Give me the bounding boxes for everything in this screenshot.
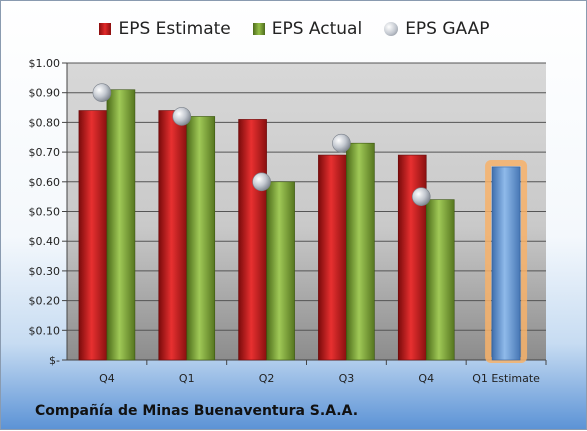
legend-label-estimate: EPS Estimate <box>118 19 231 39</box>
point-eps-gaap <box>92 83 112 102</box>
legend-swatch-actual <box>252 23 265 35</box>
bar-next-estimate <box>491 166 521 361</box>
y-tick-label: $0.40 <box>29 235 61 248</box>
x-tick-label: Q3 <box>339 372 355 385</box>
y-tick-label: $0.80 <box>29 116 61 129</box>
bar-eps-actual <box>346 142 375 361</box>
bar-eps-actual <box>186 116 216 361</box>
x-tick-label: Q4 <box>99 372 115 385</box>
y-tick-label: $0.90 <box>29 87 61 100</box>
bar-eps-estimate <box>318 154 347 361</box>
point-eps-gaap <box>172 107 192 126</box>
x-tick-label: Q1 <box>179 372 195 385</box>
point-eps-gaap <box>252 172 271 192</box>
bar-eps-actual <box>425 199 455 361</box>
y-tick-label: $0.20 <box>29 295 61 308</box>
y-tick-label: $0.50 <box>29 206 61 219</box>
y-tick-label: $0.60 <box>29 176 61 189</box>
x-tick-label: Q4 <box>418 372 434 385</box>
x-tick-label: Q1 Estimate <box>472 372 540 385</box>
bar-eps-actual <box>106 89 136 361</box>
y-tick-label: $1.00 <box>29 57 61 70</box>
chart-legend: EPS Estimate EPS Actual EPS GAAP <box>1 19 587 39</box>
legend-swatch-gaap <box>384 22 399 36</box>
y-tick-label: $0.70 <box>29 146 61 159</box>
legend-item-estimate: EPS Estimate <box>99 19 231 39</box>
bar-eps-estimate <box>78 110 108 361</box>
y-tick-label: $- <box>49 354 60 367</box>
bar-eps-estimate <box>238 119 267 361</box>
bar-eps-actual <box>266 181 295 361</box>
y-tick-label: $0.10 <box>29 324 61 337</box>
bar-eps-estimate <box>158 110 188 361</box>
legend-item-actual: EPS Actual <box>252 19 363 39</box>
legend-label-gaap: EPS GAAP <box>405 19 490 39</box>
bar-eps-estimate <box>397 154 427 361</box>
y-tick-label: $0.30 <box>29 265 61 278</box>
x-tick-label: Q2 <box>259 372 275 385</box>
legend-label-actual: EPS Actual <box>271 19 363 39</box>
point-eps-gaap <box>411 187 431 206</box>
legend-item-gaap: EPS GAAP <box>384 19 490 39</box>
legend-swatch-estimate <box>99 23 112 35</box>
point-eps-gaap <box>332 133 351 153</box>
company-name: Compañía de Minas Buenaventura S.A.A. <box>35 403 359 419</box>
